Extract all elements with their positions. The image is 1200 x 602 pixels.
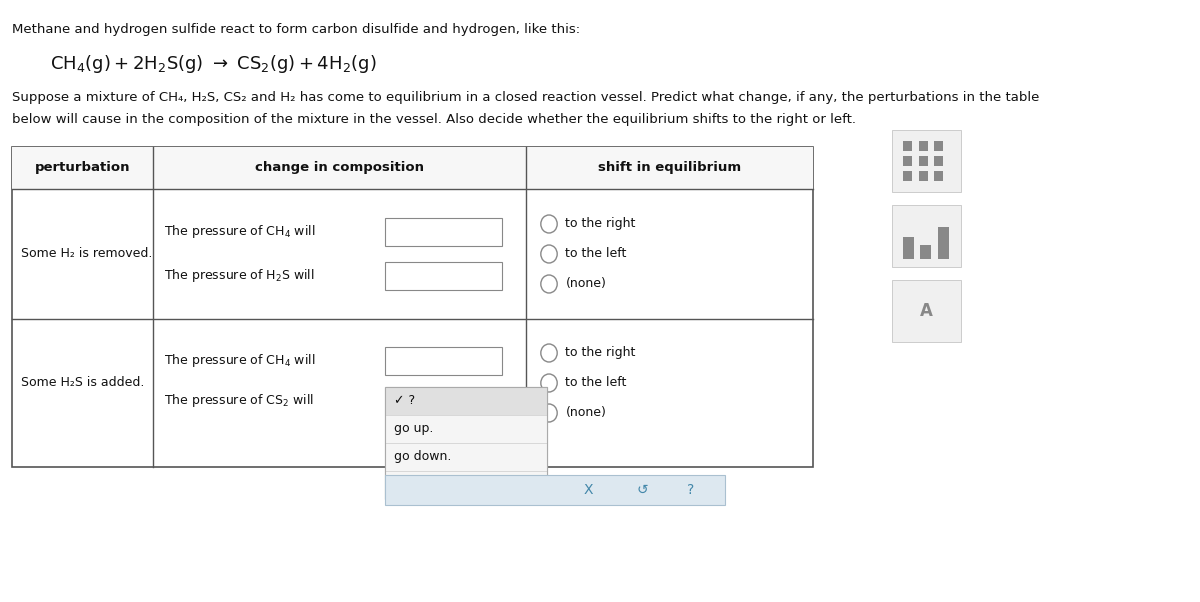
Text: Suppose a mixture of CH₄, H₂S, CS₂ and H₂ has come to equilibrium in a closed re: Suppose a mixture of CH₄, H₂S, CS₂ and H… xyxy=(12,90,1039,104)
Text: perturbation: perturbation xyxy=(35,161,130,175)
Bar xyxy=(919,156,928,166)
Bar xyxy=(385,415,547,443)
Bar xyxy=(385,387,547,499)
Text: The pressure of $\mathregular{CS_2}$ will: The pressure of $\mathregular{CS_2}$ wil… xyxy=(164,393,313,409)
Text: (none): (none) xyxy=(565,278,606,291)
Text: A: A xyxy=(920,302,932,320)
Text: The pressure of $\mathregular{H_2S}$ will: The pressure of $\mathregular{H_2S}$ wil… xyxy=(164,267,314,285)
Text: The pressure of $\mathregular{CH_4}$ will: The pressure of $\mathregular{CH_4}$ wil… xyxy=(164,353,316,370)
Bar xyxy=(385,475,725,505)
Text: change in composition: change in composition xyxy=(256,161,424,175)
Bar xyxy=(385,387,547,415)
Text: Some H₂ is removed.: Some H₂ is removed. xyxy=(20,247,152,261)
Bar xyxy=(893,130,960,192)
Text: ↺: ↺ xyxy=(637,483,648,497)
Text: ?: ? xyxy=(686,483,694,497)
Bar xyxy=(919,141,928,151)
Bar xyxy=(893,205,960,267)
Text: ✓ ?: ✓ ? xyxy=(395,394,415,408)
Text: $\mathregular{CH_4(g)+2H_2S(g)\ \rightarrow\ CS_2(g)+4H_2(g)}$: $\mathregular{CH_4(g)+2H_2S(g)\ \rightar… xyxy=(50,53,377,75)
Text: (none): (none) xyxy=(565,406,606,420)
Text: The pressure of $\mathregular{CH_4}$ will: The pressure of $\mathregular{CH_4}$ wil… xyxy=(164,223,316,241)
Text: ?: ? xyxy=(396,355,403,367)
Bar xyxy=(934,141,943,151)
Text: below will cause in the composition of the mixture in the vessel. Also decide wh: below will cause in the composition of t… xyxy=(12,113,856,125)
Bar xyxy=(12,147,814,189)
Bar xyxy=(385,218,502,246)
Bar xyxy=(385,471,547,499)
Text: go down.: go down. xyxy=(395,450,451,464)
Text: v: v xyxy=(485,356,491,366)
Bar xyxy=(385,443,547,471)
Text: v: v xyxy=(485,271,491,281)
Bar xyxy=(934,156,943,166)
Bar xyxy=(904,141,912,151)
Bar xyxy=(904,237,914,259)
Bar xyxy=(904,171,912,181)
Text: ?: ? xyxy=(396,226,403,238)
Bar xyxy=(385,347,502,375)
Text: v: v xyxy=(485,227,491,237)
Bar xyxy=(904,156,912,166)
Text: Some H₂S is added.: Some H₂S is added. xyxy=(20,376,144,389)
Text: go up.: go up. xyxy=(395,423,433,435)
Text: shift in equilibrium: shift in equilibrium xyxy=(598,161,742,175)
Text: Methane and hydrogen sulfide react to form carbon disulfide and hydrogen, like t: Methane and hydrogen sulfide react to fo… xyxy=(12,23,580,37)
Bar xyxy=(920,245,931,259)
Bar xyxy=(893,280,960,342)
Text: not change.: not change. xyxy=(395,479,469,491)
Bar xyxy=(934,171,943,181)
Text: to the left: to the left xyxy=(565,376,626,389)
Text: ?: ? xyxy=(396,270,403,282)
Text: to the right: to the right xyxy=(565,217,636,231)
Bar xyxy=(919,171,928,181)
Text: X: X xyxy=(583,483,593,497)
Bar xyxy=(12,147,814,467)
Text: to the right: to the right xyxy=(565,347,636,359)
Bar xyxy=(385,262,502,290)
Bar xyxy=(385,387,547,499)
Text: to the left: to the left xyxy=(565,247,626,261)
Bar xyxy=(937,227,949,259)
